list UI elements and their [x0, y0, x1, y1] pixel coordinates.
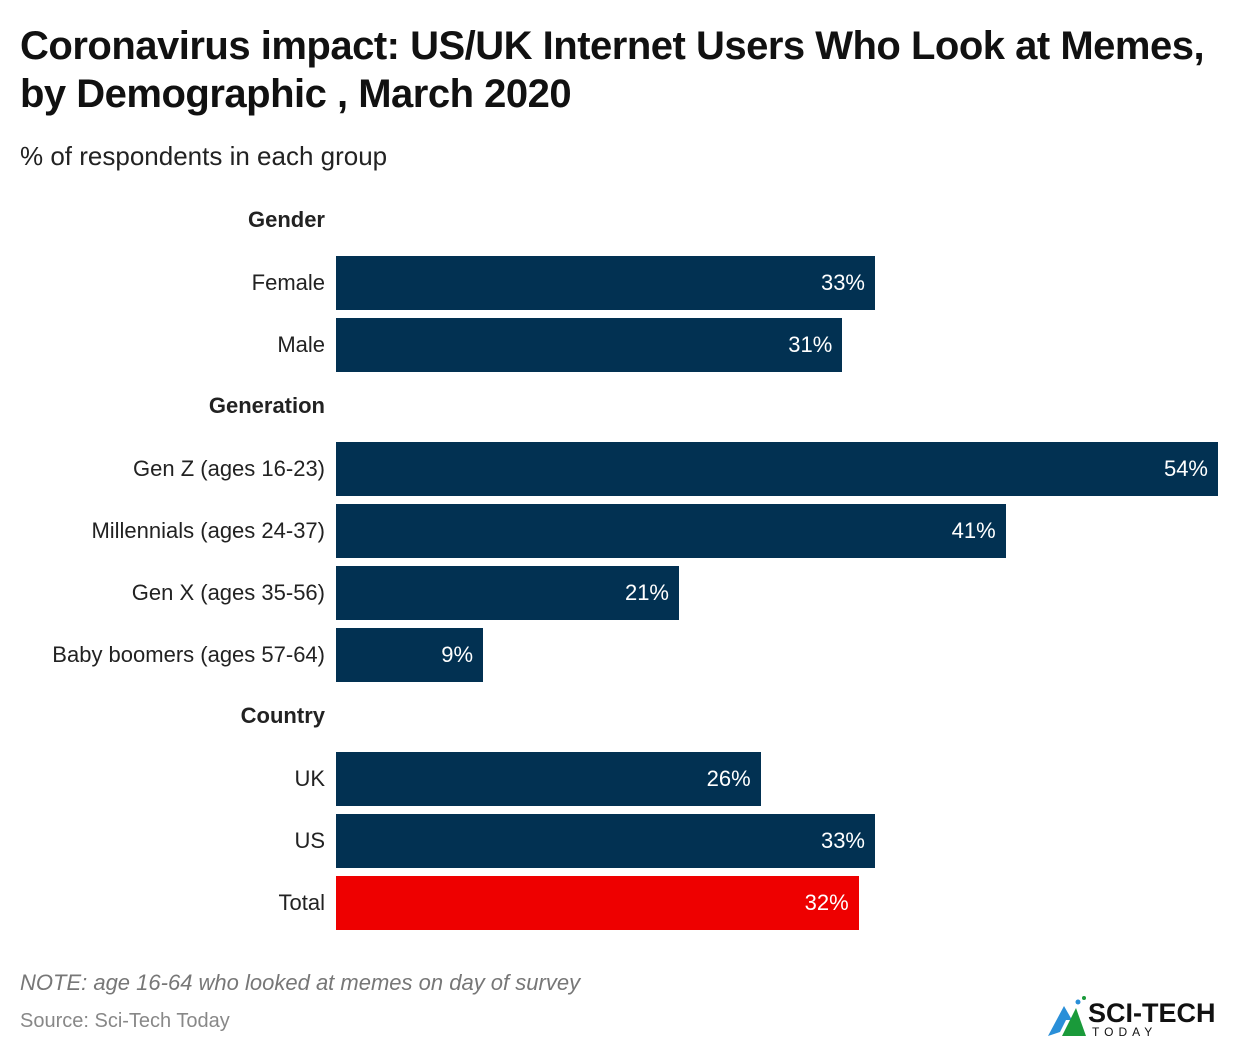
category-label: Gen Z (ages 16-23) — [133, 456, 325, 481]
bar: 32% — [336, 876, 859, 930]
data-label: 33% — [820, 828, 865, 853]
logo-text: SCI-TECH — [1088, 998, 1216, 1028]
data-label: 32% — [804, 890, 849, 915]
bar: 31% — [336, 318, 843, 372]
data-label: 54% — [1163, 456, 1208, 481]
data-label: 31% — [788, 332, 833, 357]
category-label: Millennials (ages 24-37) — [91, 518, 325, 543]
data-label: 33% — [820, 270, 865, 295]
data-label: 9% — [441, 642, 473, 667]
data-label: 21% — [624, 580, 669, 605]
category-label: Total — [278, 890, 325, 915]
svg-text:TODAY: TODAY — [1092, 1025, 1157, 1038]
category-label: UK — [294, 766, 325, 791]
chart-title: Coronavirus impact: US/UK Internet Users… — [20, 24, 1205, 116]
category-label: US — [294, 828, 325, 853]
bar: 54% — [336, 442, 1218, 496]
source: Source: Sci-Tech Today — [20, 1010, 230, 1032]
bar: 41% — [336, 504, 1006, 558]
data-label: 41% — [951, 518, 996, 543]
group-header: Country — [240, 703, 325, 728]
bar: 9% — [336, 628, 483, 682]
data-label: 26% — [706, 766, 751, 791]
group-header: Gender — [247, 207, 325, 232]
category-label: Male — [277, 332, 325, 357]
category-label: Female — [251, 270, 325, 295]
category-label: Gen X (ages 35-56) — [131, 580, 325, 605]
sci-tech-today-logo: SCI-TECH TODAY — [1046, 994, 1226, 1043]
bar: 33% — [336, 814, 875, 868]
bar: 21% — [336, 566, 679, 620]
group-header: Generation — [208, 393, 325, 418]
chart-subtitle: % of respondents in each group — [20, 141, 388, 171]
category-label: Baby boomers (ages 57-64) — [52, 642, 325, 667]
bar: 26% — [336, 752, 761, 806]
note: NOTE: age 16-64 who looked at memes on d… — [20, 970, 581, 995]
bar: 33% — [336, 256, 875, 310]
